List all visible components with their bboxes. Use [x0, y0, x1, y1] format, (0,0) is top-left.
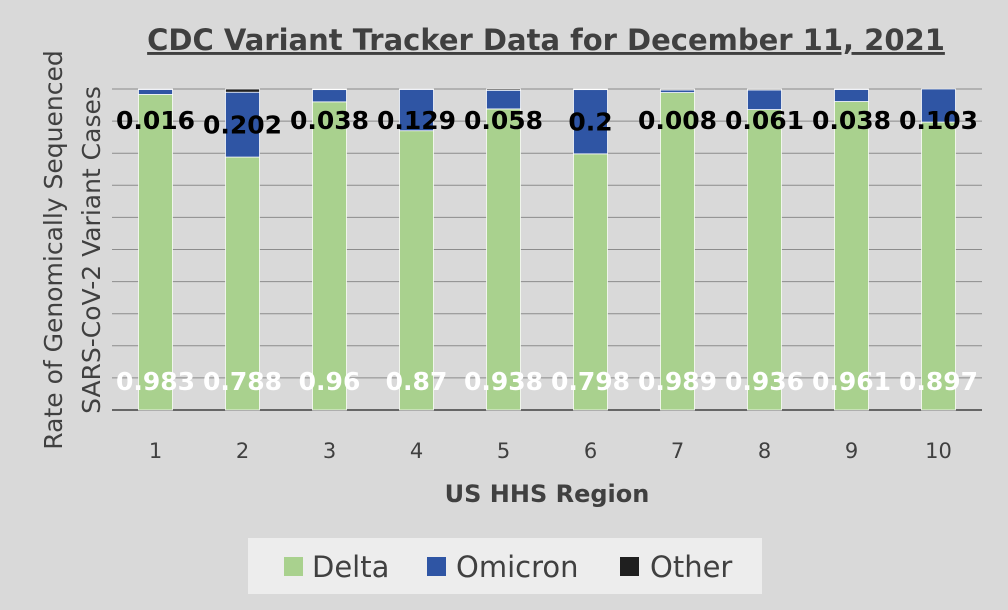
- bar-other-region-9: [834, 88, 869, 90]
- bar-delta-region-5: [486, 108, 521, 411]
- data-label-delta-region-3: 0.96: [299, 367, 361, 396]
- data-label-delta-region-9: 0.961: [812, 367, 891, 396]
- data-label-delta-region-1: 0.983: [116, 367, 195, 396]
- legend-swatch-omicron: [427, 557, 446, 576]
- bar-other-region-5: [486, 88, 521, 91]
- data-label-omicron-region-9: 0.038: [812, 106, 891, 135]
- bar-omicron-region-2: [225, 91, 260, 158]
- data-label-omicron-region-1: 0.016: [116, 106, 195, 135]
- bar-other-region-2: [225, 88, 260, 93]
- data-label-omicron-region-3: 0.038: [290, 106, 369, 135]
- data-label-delta-region-4: 0.87: [386, 367, 448, 396]
- x-tick-label-2: 2: [236, 439, 249, 463]
- x-tick-label-8: 8: [758, 439, 771, 463]
- data-label-omicron-region-10: 0.103: [899, 106, 978, 135]
- data-label-delta-region-6: 0.798: [551, 367, 630, 396]
- data-label-omicron-region-8: 0.061: [725, 106, 804, 135]
- data-label-delta-region-10: 0.897: [899, 367, 978, 396]
- x-tick-label-4: 4: [410, 439, 423, 463]
- legend-swatch-other: [620, 557, 639, 576]
- x-tick-label-9: 9: [845, 439, 858, 463]
- bar-delta-region-8: [747, 109, 782, 411]
- bar-delta-region-2: [225, 156, 260, 411]
- data-label-omicron-region-7: 0.008: [638, 106, 717, 135]
- bar-other-region-4: [399, 88, 434, 90]
- bar-delta-region-7: [660, 92, 695, 411]
- x-tick-label-6: 6: [584, 439, 597, 463]
- data-label-omicron-region-5: 0.058: [464, 106, 543, 135]
- bar-other-region-8: [747, 88, 782, 91]
- bar-omicron-region-9: [834, 88, 869, 102]
- bar-omicron-region-3: [312, 89, 347, 103]
- chart-title: CDC Variant Tracker Data for December 11…: [147, 23, 945, 57]
- bar-other-region-7: [660, 88, 695, 91]
- bar-delta-region-9: [834, 101, 869, 411]
- bar-omicron-region-4: [399, 88, 434, 132]
- legend-label-omicron: Omicron: [456, 550, 579, 584]
- bar-other-region-6: [573, 88, 608, 91]
- legend-label-other: Other: [650, 550, 732, 584]
- x-tick-label-10: 10: [925, 439, 952, 463]
- data-label-omicron-region-4: 0.129: [377, 106, 456, 135]
- y-axis-label-line-2: SARS-CoV-2 Variant Cases: [77, 86, 106, 414]
- y-axis-label-line-1: Rate of Genomically Sequenced: [39, 50, 68, 449]
- x-tick-label-1: 1: [149, 439, 162, 463]
- data-label-delta-region-5: 0.938: [464, 367, 543, 396]
- bar-omicron-region-1: [138, 88, 173, 95]
- data-label-delta-region-8: 0.936: [725, 367, 804, 396]
- data-label-delta-region-2: 0.788: [203, 367, 282, 396]
- x-tick-label-3: 3: [323, 439, 336, 463]
- chart-legend: Delta Omicron Other: [248, 538, 762, 594]
- x-tick-label-5: 5: [497, 439, 510, 463]
- data-label-omicron-region-2: 0.202: [203, 111, 282, 140]
- legend-background: [248, 538, 762, 594]
- bar-delta-region-1: [138, 94, 173, 411]
- legend-swatch-delta: [284, 557, 303, 576]
- x-tick-label-7: 7: [671, 439, 684, 463]
- data-label-delta-region-7: 0.989: [638, 367, 717, 396]
- legend-label-delta: Delta: [312, 550, 389, 584]
- bar-omicron-region-6: [573, 89, 608, 155]
- x-axis-label: US HHS Region: [445, 480, 650, 508]
- data-label-omicron-region-6: 0.2: [568, 108, 612, 137]
- bar-omicron-region-10: [921, 88, 956, 123]
- bar-other-region-1: [138, 88, 173, 90]
- bar-delta-region-4: [399, 130, 434, 411]
- bar-other-region-3: [312, 88, 347, 91]
- bar-delta-region-6: [573, 153, 608, 411]
- bar-omicron-region-7: [660, 89, 695, 93]
- bar-delta-region-3: [312, 101, 347, 411]
